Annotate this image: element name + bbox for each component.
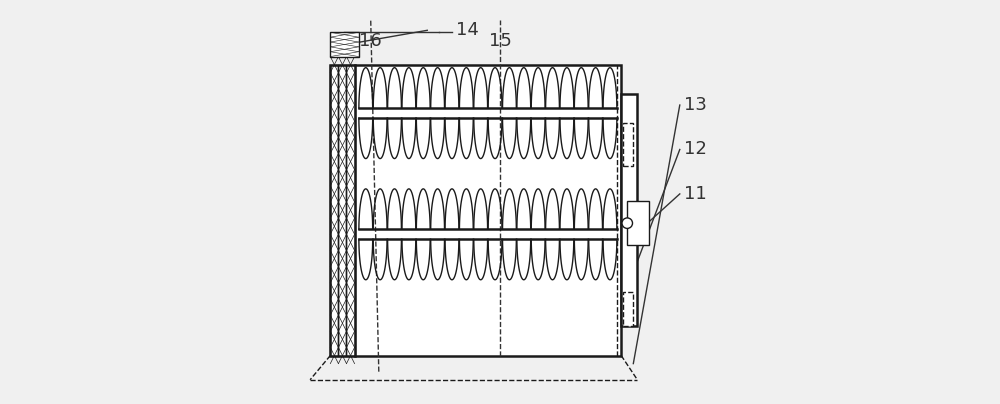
Bar bbox=[627, 201, 649, 245]
Bar bbox=[623, 123, 633, 166]
Text: 16: 16 bbox=[359, 32, 382, 50]
Bar bbox=[330, 65, 338, 356]
Text: 13: 13 bbox=[684, 96, 707, 114]
Text: 11: 11 bbox=[684, 185, 707, 203]
Circle shape bbox=[622, 218, 633, 228]
Bar bbox=[330, 65, 621, 356]
Bar bbox=[330, 32, 359, 57]
Bar bbox=[338, 65, 346, 356]
Text: 14: 14 bbox=[456, 21, 478, 39]
Text: 12: 12 bbox=[684, 141, 707, 158]
Bar bbox=[623, 292, 633, 326]
Bar bbox=[346, 65, 355, 356]
Bar bbox=[621, 94, 637, 326]
Text: 15: 15 bbox=[489, 32, 511, 50]
